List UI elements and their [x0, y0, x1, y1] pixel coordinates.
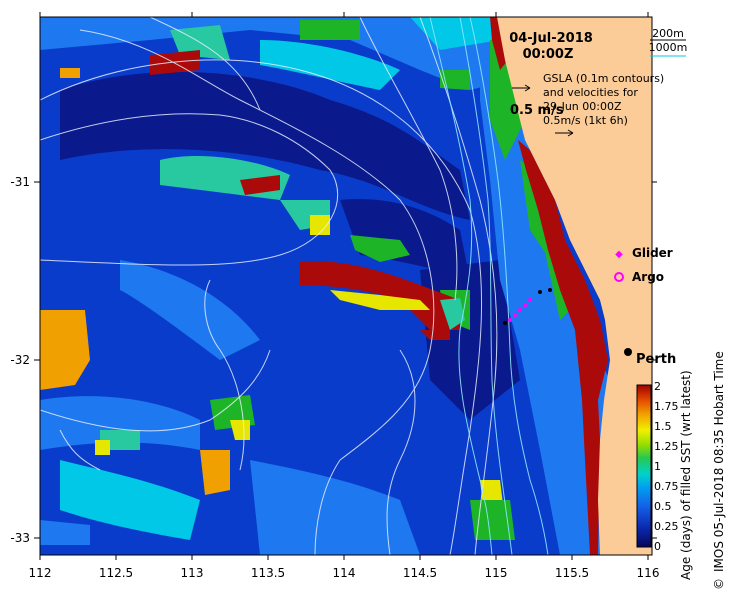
- velocity-label-big: 0.5 m/s: [510, 103, 564, 118]
- legend-glider-label: Glider: [632, 246, 673, 260]
- x-tick-115-5: 115.5: [555, 566, 589, 580]
- bathymetry-lines: [429, 17, 549, 555]
- scale-label-1000m: 1000m: [649, 41, 688, 54]
- x-tick-115: 115: [485, 566, 508, 580]
- land-mass: [497, 17, 652, 555]
- colorbar-tick-2: 2: [654, 380, 661, 393]
- velocity-label-small: 0.5m/s (1kt 6h): [543, 114, 628, 127]
- y-tick-33: -33: [10, 531, 30, 545]
- x-tick-113-5: 113.5: [251, 566, 285, 580]
- perth-marker: [624, 348, 632, 356]
- y-tick-31: -31: [10, 175, 30, 189]
- plot-frame: [39, 16, 653, 556]
- x-tick-112-5: 112.5: [99, 566, 133, 580]
- sst-age-field: [40, 17, 620, 555]
- glider-legend-icon: ◆: [615, 249, 623, 260]
- gsla-contours: [40, 17, 498, 555]
- scale-label-200m: 200m: [652, 27, 684, 40]
- colorbar-title: Age (days) of filled SST (wrt latest): [679, 370, 693, 580]
- map-date: 04-Jul-2018: [509, 31, 593, 46]
- gsla-label-3: 29-Jun 00:00Z: [543, 100, 622, 113]
- x-axis: 112 112.5 113 113.5 114 114.5 115 115.5 …: [29, 12, 660, 580]
- colorbar-gradient: [636, 384, 652, 548]
- legend-argo-label: Argo: [632, 270, 664, 284]
- x-tick-113: 113: [181, 566, 204, 580]
- x-tick-114-5: 114.5: [403, 566, 437, 580]
- colorbar-tick-0-25: 0.25: [654, 520, 679, 533]
- colorbar-tick-0-75: 0.75: [654, 480, 679, 493]
- gsla-label-2: and velocities for: [543, 86, 638, 99]
- glider-track: [503, 288, 552, 325]
- colorbar-tick-1-5: 1.5: [654, 420, 672, 433]
- y-axis: -31 -32 -33: [10, 175, 657, 545]
- gsla-arrowhead-icon: [524, 84, 531, 92]
- gsla-label-1: GSLA (0.1m contours): [543, 72, 664, 85]
- colorbar-tick-1: 1: [654, 460, 661, 473]
- velocity-arrowhead-icon: [567, 129, 574, 137]
- x-tick-114: 114: [333, 566, 356, 580]
- colorbar-tick-0: 0: [654, 540, 661, 553]
- place-label-perth: Perth: [636, 352, 676, 367]
- x-tick-112: 112: [29, 566, 52, 580]
- map-area: [40, 17, 652, 555]
- copyright-symbol: ©: [712, 578, 726, 590]
- x-tick-116: 116: [637, 566, 660, 580]
- colorbar: 2 1.75 1.5 1.25 1 0.75 0.5 0.25 0 Age (d…: [636, 370, 693, 580]
- colorbar-tick-1-25: 1.25: [654, 440, 679, 453]
- colorbar-tick-0-5: 0.5: [654, 500, 672, 513]
- map-legend: ◆ Glider Argo: [614, 246, 673, 284]
- argo-legend-icon: [614, 272, 624, 282]
- colorbar-tick-1-75: 1.75: [654, 400, 679, 413]
- y-tick-32: -32: [10, 353, 30, 367]
- credit-text: IMOS 05-Jul-2018 08:35 Hobart Time: [712, 351, 726, 572]
- map-time: 00:00Z: [523, 47, 574, 62]
